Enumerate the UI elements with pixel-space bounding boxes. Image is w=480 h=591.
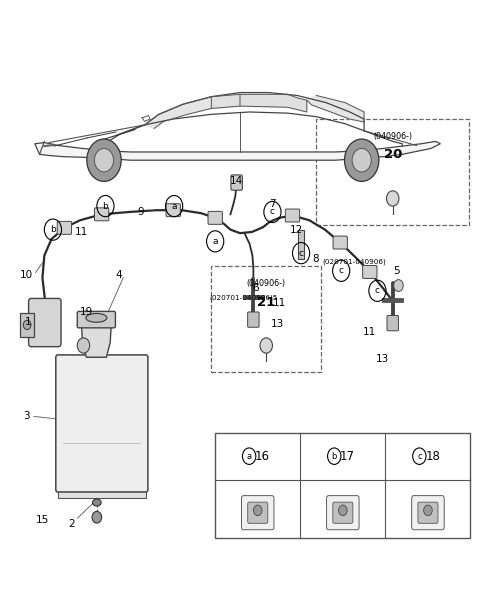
FancyBboxPatch shape	[57, 222, 72, 234]
Text: 7: 7	[269, 199, 276, 209]
Text: 19: 19	[80, 307, 93, 317]
Circle shape	[345, 139, 379, 181]
Circle shape	[424, 505, 432, 516]
Text: 21: 21	[257, 296, 276, 309]
Circle shape	[92, 511, 102, 523]
Polygon shape	[82, 326, 111, 358]
Text: b: b	[103, 202, 108, 210]
FancyBboxPatch shape	[333, 502, 353, 523]
FancyBboxPatch shape	[21, 313, 34, 337]
Text: 18: 18	[425, 450, 440, 463]
FancyBboxPatch shape	[412, 496, 444, 530]
Circle shape	[394, 280, 403, 291]
Text: 3: 3	[23, 411, 29, 421]
Text: (020701-040906): (020701-040906)	[322, 258, 386, 265]
Text: c: c	[375, 286, 380, 296]
Text: b: b	[332, 452, 337, 460]
Polygon shape	[35, 141, 441, 160]
Polygon shape	[211, 95, 240, 108]
Circle shape	[338, 505, 347, 516]
Circle shape	[95, 148, 114, 172]
Text: 2: 2	[69, 519, 75, 529]
Text: 1: 1	[24, 317, 31, 327]
Text: c: c	[270, 207, 275, 216]
Text: 11: 11	[75, 227, 88, 237]
FancyBboxPatch shape	[326, 496, 359, 530]
Text: 10: 10	[20, 270, 33, 280]
FancyBboxPatch shape	[316, 119, 469, 225]
Circle shape	[87, 139, 121, 181]
Text: 12: 12	[290, 225, 303, 235]
Circle shape	[352, 148, 371, 172]
Text: 17: 17	[340, 450, 355, 463]
FancyBboxPatch shape	[248, 502, 268, 523]
Text: 9: 9	[137, 207, 144, 217]
Text: 14: 14	[229, 176, 243, 186]
FancyBboxPatch shape	[231, 175, 242, 190]
Text: 5: 5	[393, 266, 400, 276]
Polygon shape	[307, 96, 364, 122]
Text: 20: 20	[384, 148, 402, 161]
FancyBboxPatch shape	[363, 265, 377, 278]
Ellipse shape	[86, 313, 107, 322]
Text: b: b	[50, 225, 56, 234]
Text: (040906-): (040906-)	[247, 279, 286, 288]
Circle shape	[260, 338, 273, 353]
Text: c: c	[339, 267, 344, 275]
Text: 15: 15	[36, 515, 48, 525]
FancyBboxPatch shape	[241, 496, 274, 530]
FancyBboxPatch shape	[56, 355, 148, 492]
Circle shape	[253, 505, 262, 516]
Text: 11: 11	[363, 327, 376, 337]
FancyBboxPatch shape	[77, 311, 116, 328]
FancyBboxPatch shape	[95, 208, 109, 221]
Text: c: c	[417, 452, 421, 460]
Text: (040906-): (040906-)	[373, 132, 412, 141]
Text: a: a	[247, 452, 252, 460]
Circle shape	[386, 191, 399, 206]
FancyBboxPatch shape	[248, 312, 259, 327]
Circle shape	[24, 320, 31, 330]
Text: 11: 11	[273, 297, 286, 307]
Bar	[58, 489, 146, 498]
Bar	[215, 433, 470, 538]
Text: 8: 8	[312, 254, 319, 264]
Circle shape	[77, 338, 90, 353]
Text: (020701-040906)5: (020701-040906)5	[209, 294, 277, 301]
FancyBboxPatch shape	[285, 209, 300, 222]
Text: 13: 13	[271, 319, 284, 329]
Text: 13: 13	[375, 354, 389, 364]
FancyBboxPatch shape	[166, 204, 180, 217]
FancyBboxPatch shape	[29, 298, 61, 347]
Text: c: c	[299, 249, 303, 258]
Ellipse shape	[93, 499, 101, 506]
Bar	[298, 230, 304, 259]
FancyBboxPatch shape	[333, 236, 348, 249]
FancyBboxPatch shape	[418, 502, 438, 523]
Text: 4: 4	[115, 270, 121, 280]
Text: 16: 16	[255, 450, 270, 463]
Polygon shape	[240, 95, 307, 112]
Text: 6: 6	[252, 284, 259, 294]
Text: a: a	[171, 202, 177, 210]
FancyBboxPatch shape	[211, 266, 321, 372]
FancyBboxPatch shape	[208, 212, 222, 225]
Text: a: a	[213, 237, 218, 246]
FancyBboxPatch shape	[387, 316, 398, 331]
Polygon shape	[144, 97, 211, 128]
